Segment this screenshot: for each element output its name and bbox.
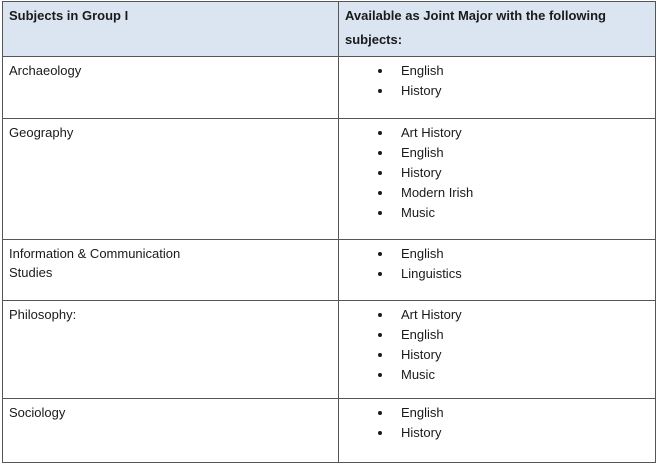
table-row: Philosophy:Art HistoryEnglishHistoryMusi…: [2, 300, 656, 399]
table-row: SociologyEnglishHistory: [2, 398, 656, 463]
header-joint-major: Available as Joint Major with the follow…: [338, 1, 656, 57]
list-item: English: [393, 143, 649, 163]
joint-subjects-cell: Art HistoryEnglishHistoryModern IrishMus…: [338, 118, 656, 240]
table-row: GeographyArt HistoryEnglishHistoryModern…: [2, 118, 656, 240]
list-item: English: [393, 325, 649, 345]
subject-cell: Sociology: [2, 398, 339, 463]
joint-subjects-cell: EnglishHistory: [338, 56, 656, 119]
subject-cell: Information & Communication Studies: [2, 239, 339, 301]
list-item: English: [393, 61, 649, 81]
joint-subjects-list: EnglishHistory: [345, 61, 649, 101]
joint-subjects-cell: Art HistoryEnglishHistoryMusic: [338, 300, 656, 399]
list-item: Music: [393, 365, 649, 385]
list-item: Music: [393, 203, 649, 223]
joint-subjects-list: Art HistoryEnglishHistoryModern IrishMus…: [345, 123, 649, 223]
list-item: Art History: [393, 305, 649, 325]
list-item: History: [393, 345, 649, 365]
table-row: Information & Communication StudiesEngli…: [2, 239, 656, 301]
list-item: Linguistics: [393, 264, 649, 284]
subject-cell: Philosophy:: [2, 300, 339, 399]
table-row: ArchaeologyEnglishHistory: [2, 56, 656, 119]
joint-subjects-cell: EnglishHistory: [338, 398, 656, 463]
joint-subjects-list: Art HistoryEnglishHistoryMusic: [345, 305, 649, 385]
joint-subjects-list: EnglishHistory: [345, 403, 649, 443]
subject-cell: Geography: [2, 118, 339, 240]
list-item: Art History: [393, 123, 649, 143]
list-item: English: [393, 244, 649, 264]
joint-subjects-cell: EnglishLinguistics: [338, 239, 656, 301]
list-item: English: [393, 403, 649, 423]
list-item: History: [393, 423, 649, 443]
list-item: History: [393, 163, 649, 183]
joint-subjects-list: EnglishLinguistics: [345, 244, 649, 284]
header-row: Subjects in Group I Available as Joint M…: [2, 1, 656, 57]
list-item: Modern Irish: [393, 183, 649, 203]
header-subjects: Subjects in Group I: [2, 1, 339, 57]
subject-cell: Archaeology: [2, 56, 339, 119]
list-item: History: [393, 81, 649, 101]
